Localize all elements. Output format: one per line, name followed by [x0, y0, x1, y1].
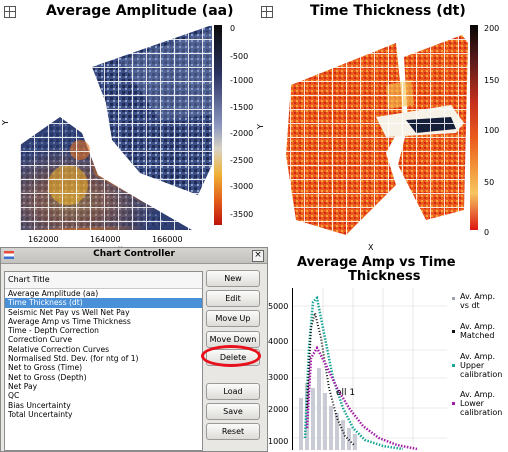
amplitude-map[interactable]: [20, 25, 212, 230]
dialog-title: Chart Controller: [93, 249, 175, 259]
legend-label: Lower: [460, 399, 484, 408]
crossplot-image: [293, 288, 447, 450]
list-item[interactable]: Seismic Net Pay vs Well Net Pay: [8, 307, 130, 317]
amplitude-colorbar-tick: -1000: [230, 76, 254, 85]
load-button[interactable]: Load: [206, 383, 260, 400]
amplitude-colorbar-tick: -1500: [230, 103, 254, 112]
move-up-button[interactable]: Move Up: [206, 310, 260, 327]
legend-label: vs dt: [460, 301, 480, 310]
chart-list[interactable]: Chart Title Average Amplitude (aa) Time …: [4, 271, 203, 451]
crossplot-title-line1: Average Amp vs Time: [297, 255, 456, 270]
legend-item: Av. Amp. Matched: [452, 322, 508, 352]
thickness-colorbar-tick: 200: [484, 24, 500, 33]
crossplot-legend: Av. Amp. vs dt Av. Amp. Matched Av. Amp. Up…: [452, 292, 508, 428]
chart-list-header[interactable]: Chart Title: [5, 272, 202, 289]
amplitude-x-tick: 162000: [28, 235, 59, 244]
crossplot-y-tick: 4000: [268, 337, 289, 346]
legend-item: Av. Amp. Lower calibration: [452, 390, 508, 428]
amplitude-x-tick: 164000: [90, 235, 121, 244]
amplitude-y-label: Y: [0, 120, 10, 125]
amplitude-plot-title: Average Amplitude (aa): [46, 3, 234, 19]
legend-swatch: [452, 297, 455, 300]
thickness-colorbar-tick: 50: [484, 178, 495, 187]
save-button[interactable]: Save: [206, 403, 260, 420]
amplitude-colorbar: [214, 25, 222, 225]
thickness-map[interactable]: [276, 25, 468, 235]
crossplot-title-line2: Thickness: [348, 269, 421, 284]
close-icon[interactable]: ×: [252, 250, 264, 262]
chart-controller-dialog: Chart Controller × Chart Title Average A…: [0, 247, 268, 452]
list-item[interactable]: Net to Gross (Time): [8, 363, 83, 373]
legend-label: Av. Amp.: [460, 322, 496, 331]
thickness-x-label: X: [368, 243, 374, 252]
chart-menu-icon[interactable]: [261, 6, 273, 18]
thickness-colorbar-tick: 100: [484, 126, 500, 135]
crossplot-y-tick: 3000: [268, 373, 289, 382]
crossplot-well-annotation: ell 1: [336, 388, 356, 398]
dialog-titlebar[interactable]: Chart Controller ×: [1, 248, 267, 264]
amplitude-colorbar-tick: 0: [230, 24, 236, 33]
list-item[interactable]: QC: [8, 391, 20, 401]
thickness-colorbar-tick: 0: [484, 228, 490, 237]
delete-highlight-ring: [201, 345, 261, 367]
legend-label: calibration: [460, 370, 503, 379]
amplitude-colorbar-tick: -2500: [230, 156, 254, 165]
legend-swatch: [452, 364, 455, 367]
new-button[interactable]: New: [206, 270, 260, 287]
legend-label: Av. Amp.: [460, 292, 496, 301]
crossplot-area[interactable]: [292, 288, 447, 450]
crossplot-y-tick: 5000: [268, 302, 289, 311]
chart-menu-icon[interactable]: [4, 6, 16, 18]
crossplot-y-tick: 2000: [268, 405, 289, 414]
legend-label: Upper: [460, 361, 485, 370]
legend-swatch: [452, 402, 455, 405]
list-item[interactable]: Average Amplitude (aa): [8, 289, 99, 298]
legend-item: Av. Amp. Upper calibration: [452, 352, 508, 390]
crossplot-y-tick: 1000: [268, 437, 289, 446]
list-item[interactable]: Bias Uncertainty: [8, 400, 71, 410]
amplitude-colorbar-tick: -3500: [230, 210, 254, 219]
amplitude-colorbar-tick: -2000: [230, 129, 254, 138]
list-item-selected[interactable]: Time Thickness (dt): [5, 298, 202, 308]
thickness-plot-title: Time Thickness (dt): [310, 3, 466, 19]
list-item[interactable]: Net Pay: [8, 381, 38, 391]
list-item[interactable]: Net to Gross (Depth): [8, 372, 87, 382]
list-item[interactable]: Correction Curve: [8, 335, 73, 345]
list-item[interactable]: Time - Depth Correction: [8, 326, 99, 336]
list-item[interactable]: Normalised Std. Dev. (for ntg of 1): [8, 354, 139, 364]
list-item[interactable]: Average Amp vs Time Thickness: [8, 316, 131, 326]
reset-button[interactable]: Reset: [206, 423, 260, 440]
legend-label: calibration: [460, 408, 503, 417]
legend-swatch: [452, 330, 455, 333]
list-item[interactable]: Total Uncertainty: [8, 409, 73, 419]
thickness-colorbar: [470, 25, 478, 230]
amplitude-x-tick: 166000: [152, 235, 183, 244]
app-icon: [4, 251, 14, 259]
legend-label: Matched: [460, 331, 495, 340]
legend-item: Av. Amp. vs dt: [452, 292, 508, 322]
list-item[interactable]: Relative Correction Curves: [8, 344, 110, 354]
legend-label: Av. Amp.: [460, 352, 496, 361]
thickness-y-label: Y: [255, 124, 265, 129]
legend-label: Av. Amp.: [460, 390, 496, 399]
thickness-colorbar-tick: 150: [484, 76, 500, 85]
amplitude-colorbar-tick: -3000: [230, 182, 254, 191]
amplitude-colorbar-tick: -500: [230, 52, 249, 61]
edit-button[interactable]: Edit: [206, 290, 260, 307]
